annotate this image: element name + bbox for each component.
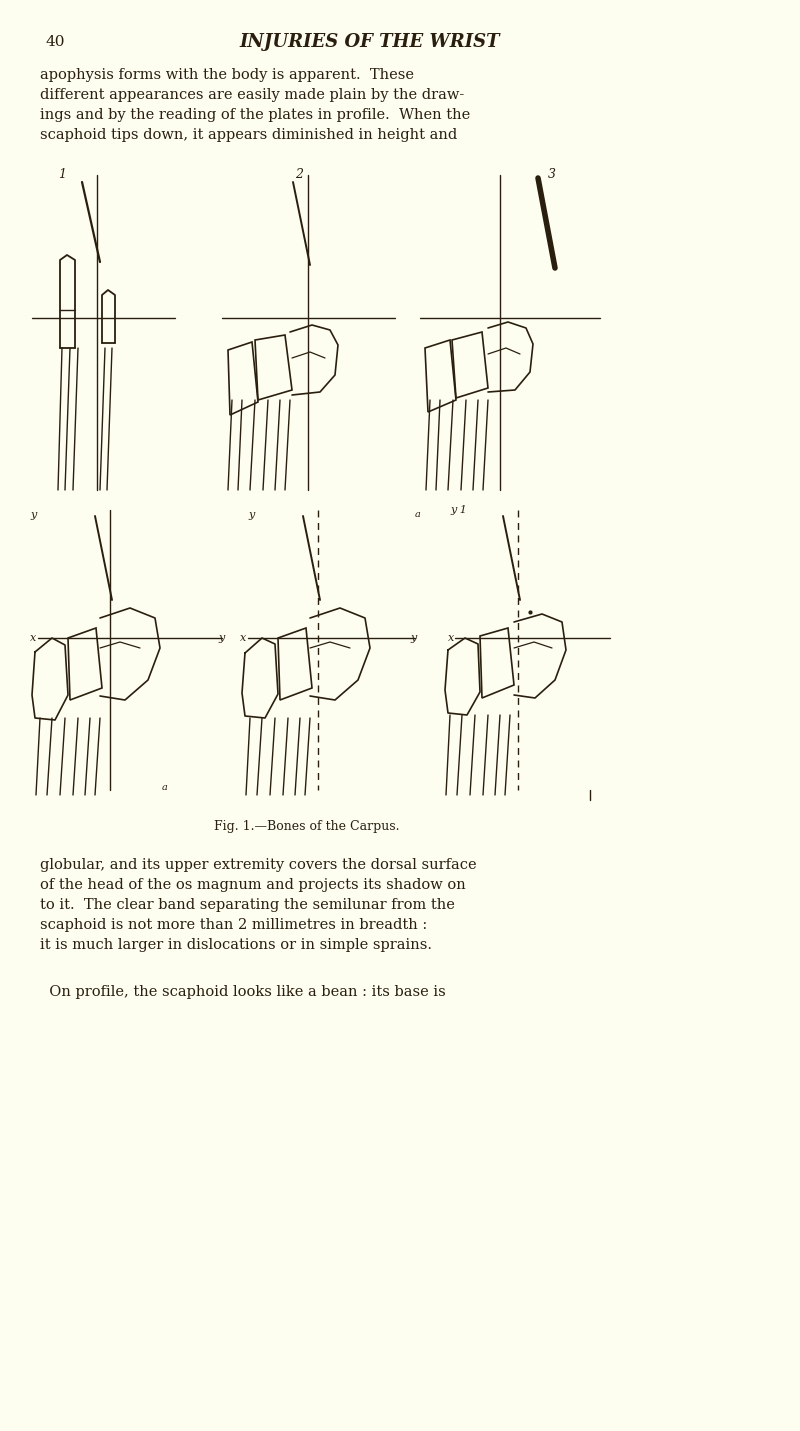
Text: INJURIES OF THE WRIST: INJURIES OF THE WRIST (240, 33, 500, 52)
Text: x: x (30, 633, 36, 643)
Text: y: y (410, 633, 416, 643)
Text: 1: 1 (58, 167, 66, 180)
Text: globular, and its upper extremity covers the dorsal surface
of the head of the o: globular, and its upper extremity covers… (40, 859, 477, 952)
Text: x: x (240, 633, 246, 643)
Text: y 1: y 1 (450, 505, 467, 515)
Text: a: a (162, 783, 168, 791)
Text: On profile, the scaphoid looks like a bean : its base is: On profile, the scaphoid looks like a be… (40, 985, 446, 999)
Text: 40: 40 (45, 34, 65, 49)
Text: Fig. 1.—Bones of the Carpus.: Fig. 1.—Bones of the Carpus. (214, 820, 400, 833)
Text: 2: 2 (295, 167, 303, 180)
Text: apophysis forms with the body is apparent.  These
different appearances are easi: apophysis forms with the body is apparen… (40, 69, 470, 142)
Text: y: y (248, 509, 254, 519)
Text: x: x (448, 633, 454, 643)
Text: y: y (218, 633, 224, 643)
Text: y: y (30, 509, 36, 519)
Text: a: a (415, 509, 421, 519)
Text: 3: 3 (548, 167, 556, 180)
